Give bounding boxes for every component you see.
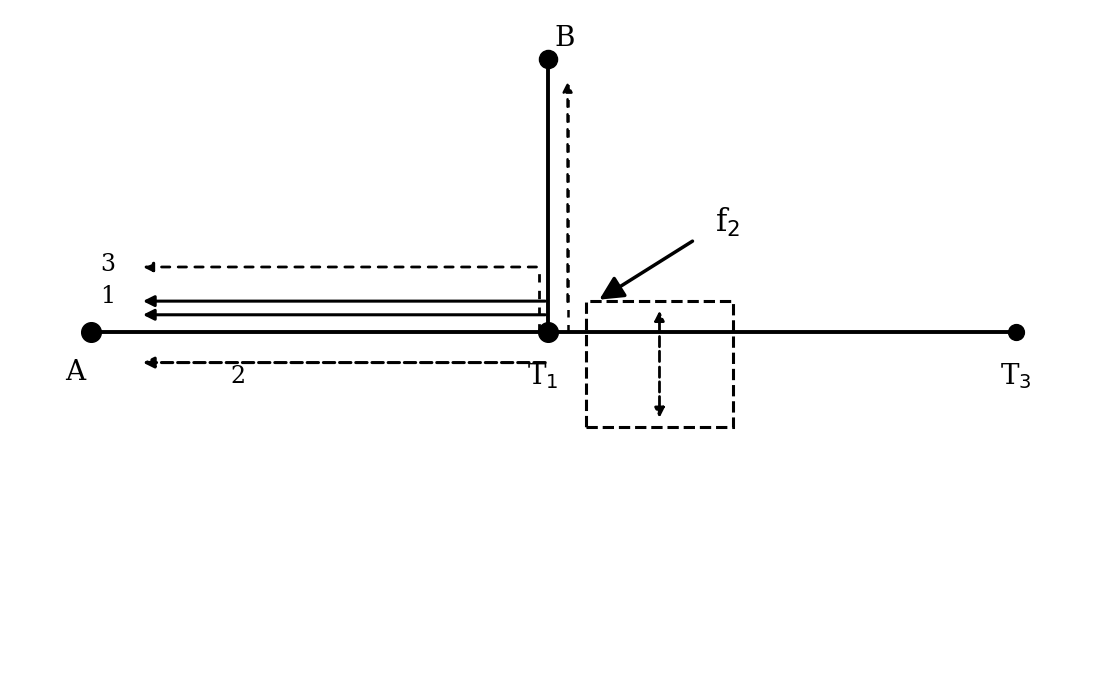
Bar [586, 301, 733, 428]
Text: T$_3$: T$_3$ [1000, 361, 1031, 391]
Point [82, 326, 100, 337]
Point [1007, 326, 1025, 337]
Text: 1: 1 [100, 285, 115, 308]
Text: B: B [555, 25, 574, 52]
Text: 2: 2 [230, 365, 246, 388]
Point [539, 326, 557, 337]
Text: 3: 3 [100, 254, 115, 276]
Point [539, 53, 557, 64]
Text: f$_2$: f$_2$ [715, 206, 740, 239]
Text: T$_1$: T$_1$ [527, 361, 558, 391]
Text: A: A [65, 359, 84, 386]
